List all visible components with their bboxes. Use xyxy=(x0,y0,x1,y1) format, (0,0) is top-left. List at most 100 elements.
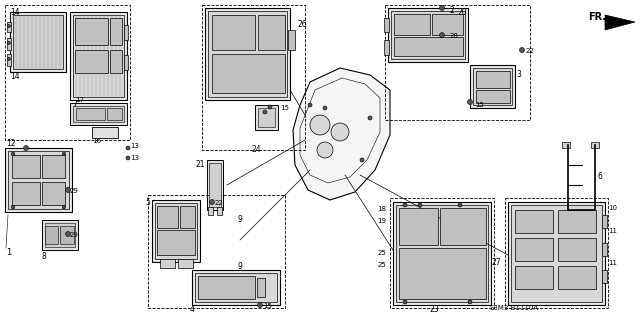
Bar xyxy=(195,273,277,302)
Text: 5: 5 xyxy=(145,198,150,207)
Bar xyxy=(212,15,255,50)
Circle shape xyxy=(403,203,407,207)
Circle shape xyxy=(11,152,15,156)
Circle shape xyxy=(126,156,130,160)
Text: 29: 29 xyxy=(70,188,79,194)
Circle shape xyxy=(458,203,462,207)
Text: 2: 2 xyxy=(450,6,455,15)
Bar xyxy=(192,270,280,305)
Bar xyxy=(558,238,596,261)
Circle shape xyxy=(323,106,327,110)
Bar xyxy=(155,203,197,259)
Bar xyxy=(432,14,463,35)
Bar xyxy=(205,8,290,100)
Bar xyxy=(42,182,65,205)
Text: 20: 20 xyxy=(457,8,467,17)
Bar xyxy=(394,14,430,35)
Text: 11: 11 xyxy=(608,260,617,266)
Bar xyxy=(394,37,463,56)
Bar xyxy=(508,202,605,305)
Bar xyxy=(73,106,124,122)
Circle shape xyxy=(368,116,372,120)
Text: 12: 12 xyxy=(6,139,15,148)
Bar xyxy=(602,270,607,283)
Bar xyxy=(124,55,128,70)
Bar xyxy=(476,71,510,88)
Text: 26: 26 xyxy=(298,20,308,29)
Bar xyxy=(178,259,193,268)
Bar xyxy=(515,238,553,261)
Bar xyxy=(207,160,223,210)
Bar xyxy=(70,103,127,125)
Bar xyxy=(10,12,66,72)
Circle shape xyxy=(308,103,312,107)
Text: 8: 8 xyxy=(42,252,47,261)
Bar xyxy=(107,108,122,120)
Bar xyxy=(440,208,486,245)
Bar xyxy=(75,18,108,45)
Bar xyxy=(8,151,69,209)
Bar xyxy=(396,205,488,302)
Text: 25: 25 xyxy=(377,262,386,268)
Text: 28: 28 xyxy=(450,33,459,39)
Text: 15: 15 xyxy=(280,105,289,111)
Bar xyxy=(7,54,11,66)
Bar xyxy=(288,30,295,50)
Bar xyxy=(388,8,468,62)
Text: 9: 9 xyxy=(238,262,243,271)
Circle shape xyxy=(520,48,525,53)
Bar xyxy=(152,200,200,262)
Bar xyxy=(42,155,65,178)
Bar xyxy=(558,210,596,233)
Bar xyxy=(110,50,122,73)
Circle shape xyxy=(331,123,349,141)
Text: 27: 27 xyxy=(492,258,502,267)
Bar xyxy=(505,198,608,308)
Bar xyxy=(5,5,130,140)
Bar xyxy=(470,65,515,108)
Bar xyxy=(384,18,389,32)
Text: 14: 14 xyxy=(10,8,20,17)
Bar xyxy=(562,142,570,148)
Circle shape xyxy=(8,41,10,44)
Text: 3: 3 xyxy=(516,70,521,79)
Bar xyxy=(60,226,74,244)
Text: 6: 6 xyxy=(598,172,603,181)
Text: 22: 22 xyxy=(215,200,224,206)
Circle shape xyxy=(440,33,445,38)
Bar xyxy=(473,68,512,105)
Bar xyxy=(399,248,486,299)
Bar xyxy=(160,259,175,268)
Circle shape xyxy=(65,188,70,192)
Bar xyxy=(391,11,465,59)
Circle shape xyxy=(268,105,272,109)
Bar xyxy=(208,207,213,215)
Circle shape xyxy=(62,205,66,209)
Text: FR.: FR. xyxy=(588,12,606,22)
Bar xyxy=(180,206,195,228)
Circle shape xyxy=(209,199,214,204)
Bar xyxy=(5,148,72,212)
Text: 13: 13 xyxy=(130,155,139,161)
Bar xyxy=(148,195,285,308)
Text: 29: 29 xyxy=(70,232,79,238)
Bar xyxy=(390,198,494,308)
Bar xyxy=(76,108,105,120)
Bar xyxy=(70,12,127,100)
Bar xyxy=(515,266,553,289)
Circle shape xyxy=(8,57,10,61)
Bar xyxy=(157,230,195,255)
Bar xyxy=(591,142,599,148)
Bar xyxy=(7,22,11,32)
Text: 16: 16 xyxy=(92,138,101,144)
Circle shape xyxy=(8,25,10,27)
Text: 17: 17 xyxy=(75,97,84,103)
Bar xyxy=(75,50,108,73)
Bar xyxy=(202,5,305,150)
Circle shape xyxy=(11,205,15,209)
Circle shape xyxy=(317,142,333,158)
Bar xyxy=(198,276,255,299)
Bar xyxy=(208,11,287,97)
Bar xyxy=(217,207,222,215)
Text: 22: 22 xyxy=(526,48,535,54)
